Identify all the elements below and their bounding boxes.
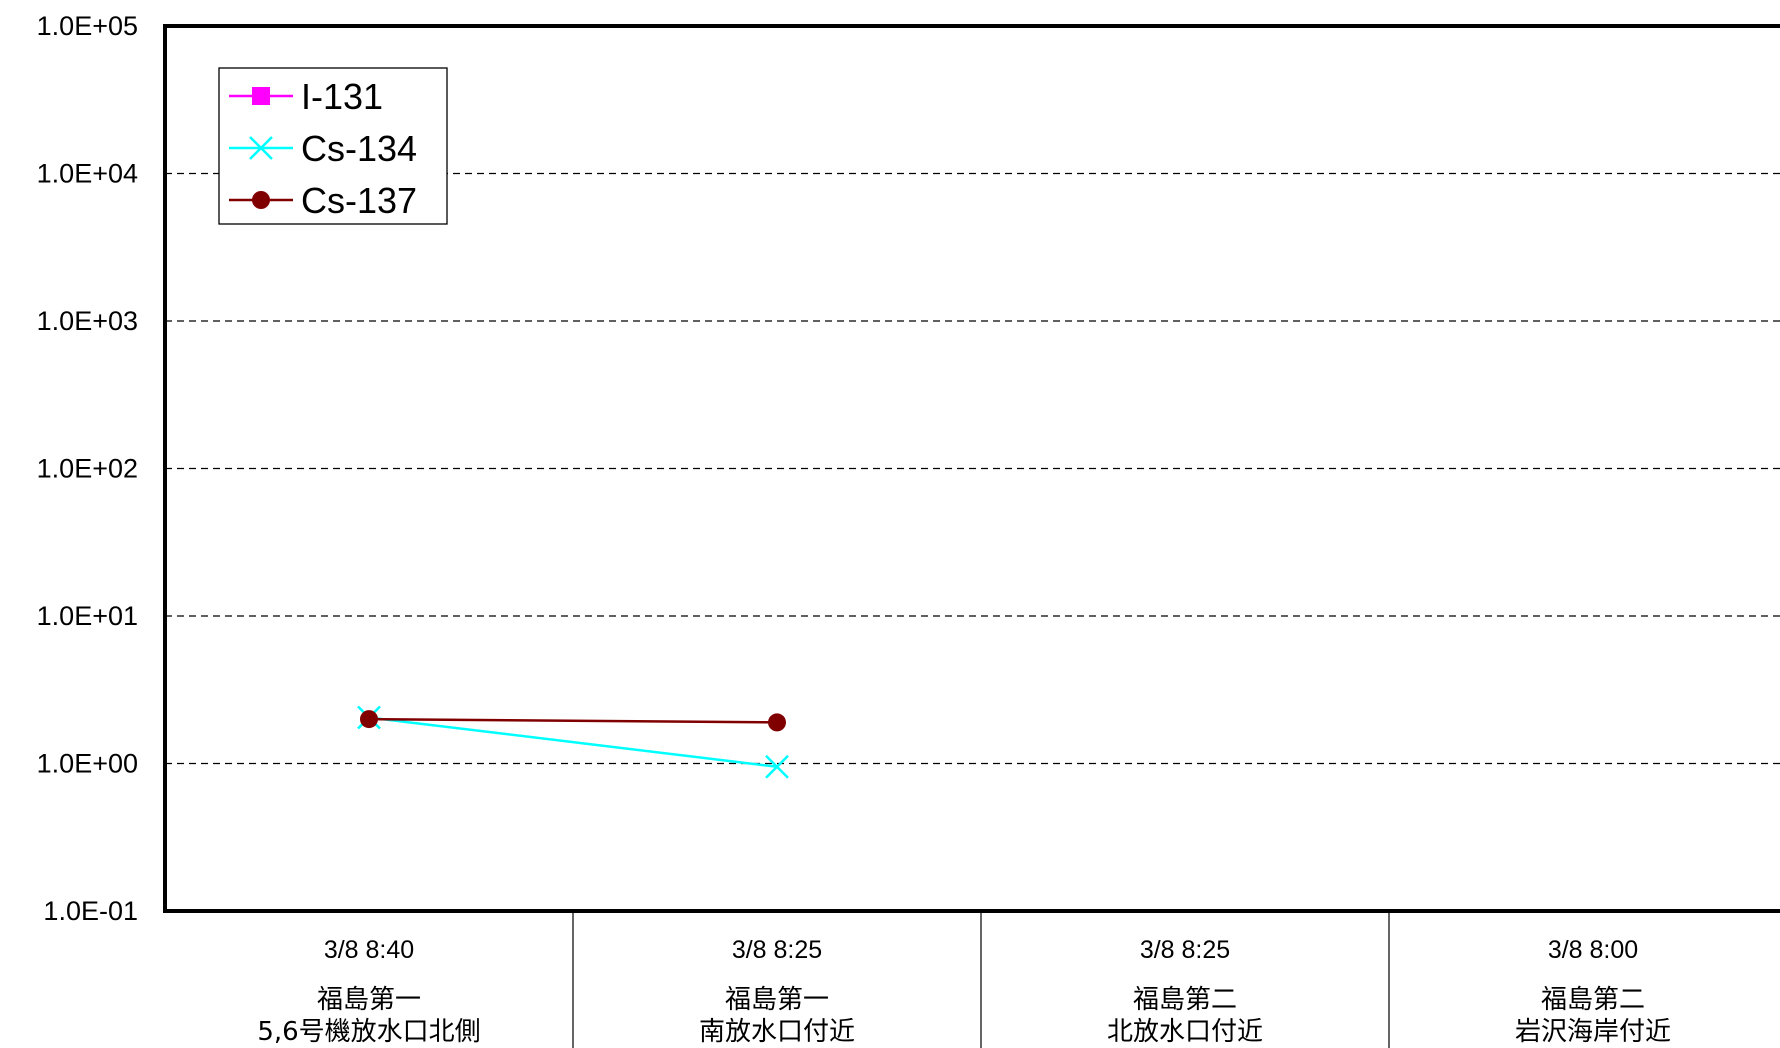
y-tick-label: 1.0E+00	[37, 749, 138, 779]
legend-marker	[252, 87, 270, 105]
data-point	[768, 713, 786, 732]
data-point	[360, 710, 378, 729]
category-site-label: 福島第二	[1541, 985, 1645, 1015]
y-tick-label: 1.0E+02	[37, 454, 138, 484]
category-location-label: 北放水口付近	[1107, 1017, 1263, 1047]
category-time-label: 3/8 8:25	[1140, 936, 1230, 964]
plot-frame	[163, 24, 1780, 913]
legend: I-131 Cs-134 Cs-137	[218, 67, 448, 225]
category-site-label: 福島第一	[725, 985, 829, 1015]
series-line	[368, 717, 778, 724]
data-point	[765, 754, 789, 779]
y-tick-label: 1.0E-01	[43, 896, 138, 926]
gridlines	[165, 172, 1780, 765]
legend-label: Cs-137	[301, 180, 417, 221]
series-line	[368, 716, 778, 769]
category-location-label: 南放水口付近	[699, 1017, 855, 1047]
y-tick-label: 1.0E+05	[37, 11, 138, 41]
legend-label: Cs-134	[301, 128, 417, 169]
category-time-label: 3/8 8:00	[1548, 936, 1638, 964]
legend-marker	[252, 191, 270, 209]
category-site-label: 福島第一	[317, 985, 421, 1015]
category-time-label: 3/8 8:25	[732, 936, 822, 964]
y-tick-label: 1.0E+04	[37, 159, 138, 189]
category-location-label: 5,6号機放水口北側	[257, 1017, 480, 1047]
category-time-label: 3/8 8:40	[324, 936, 414, 964]
category-location-label: 岩沢海岸付近	[1515, 1017, 1671, 1047]
legend-marker	[249, 136, 273, 160]
y-tick-label: 1.0E+01	[37, 601, 138, 631]
y-tick-label: 1.0E+03	[37, 306, 138, 336]
legend-label: I-131	[301, 76, 383, 117]
category-site-label: 福島第二	[1133, 985, 1237, 1015]
series-layer	[357, 705, 789, 779]
y-axis-tick-labels: 1.0E-01 1.0E+00 1.0E+01 1.0E+02 1.0E+03 1.0E+…	[37, 11, 138, 926]
